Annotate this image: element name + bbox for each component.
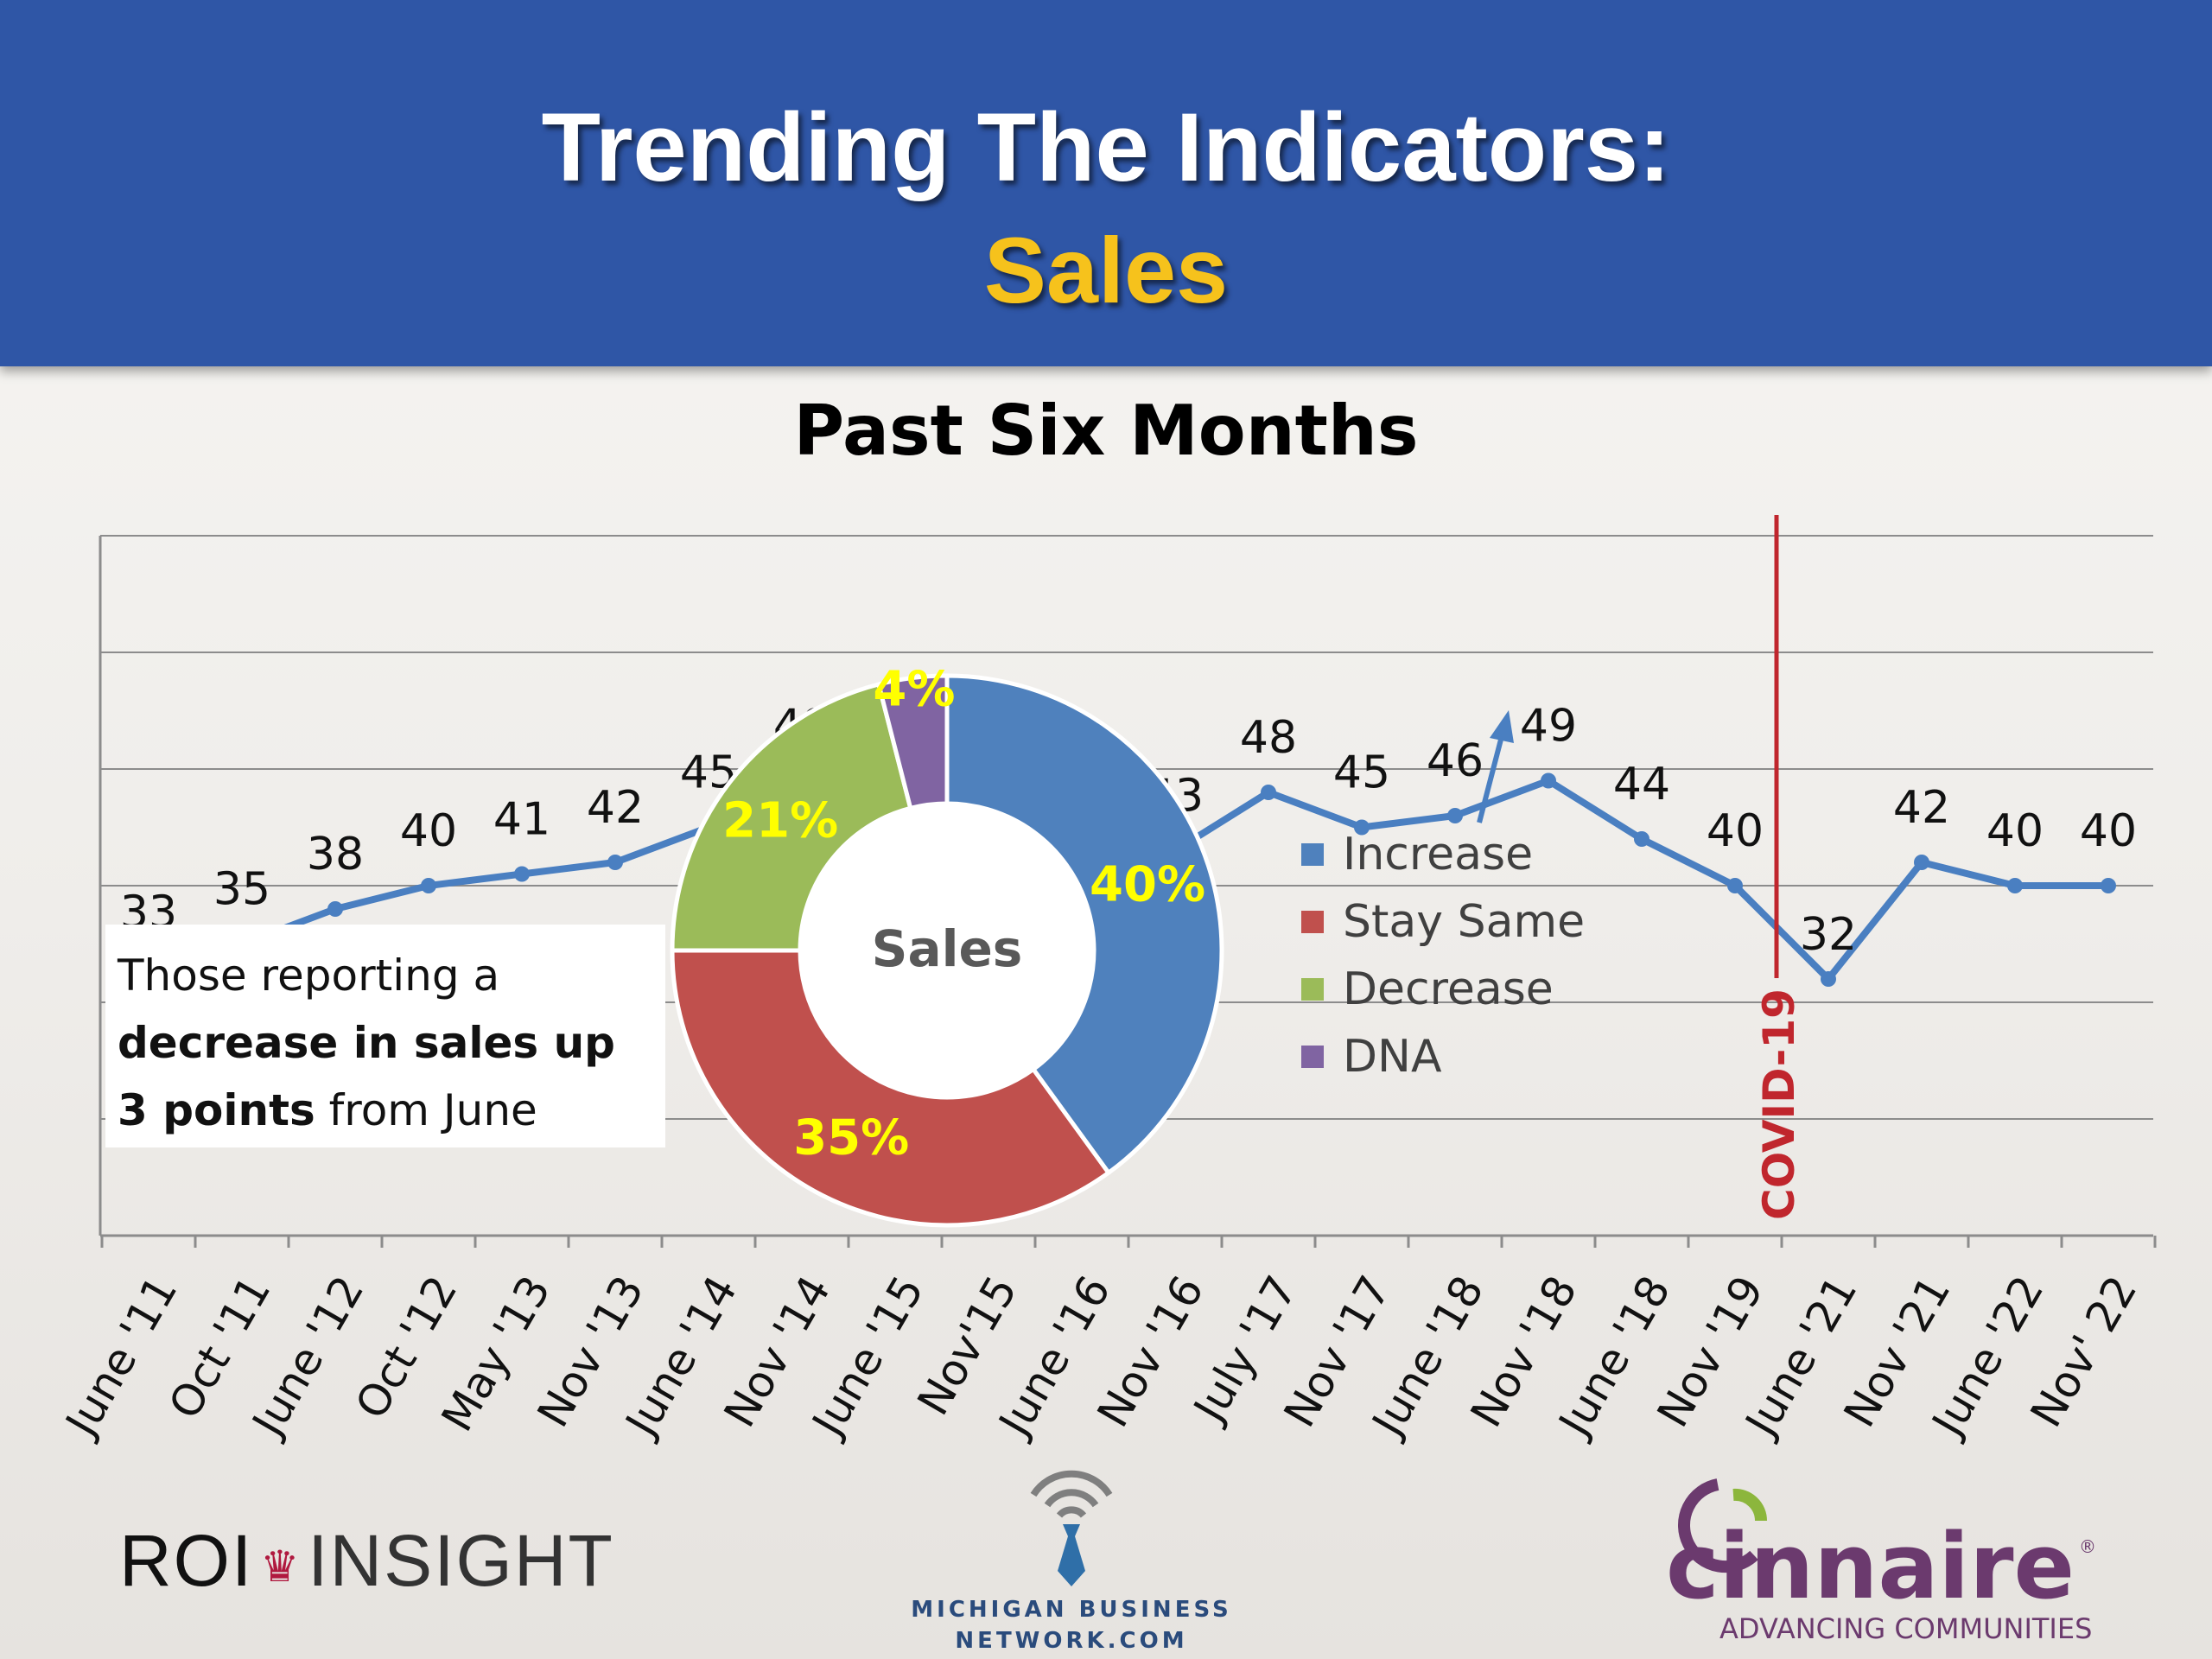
legend-item-increase: Increase xyxy=(1301,821,1585,888)
legend-swatch-decrease xyxy=(1301,978,1324,1001)
note-bold: decrease in sales up 3 points xyxy=(118,1018,615,1135)
data-point xyxy=(1447,808,1463,823)
legend-swatch-dna xyxy=(1301,1046,1324,1068)
mbn-logo-line2: NETWORK.COM xyxy=(955,1628,1188,1654)
legend-label-dna: DNA xyxy=(1343,1031,1442,1083)
chart-title: Past Six Months xyxy=(793,391,1419,471)
data-point xyxy=(1821,971,1836,987)
insight-logo-text: INSIGHT xyxy=(308,1520,614,1601)
cinnaire-registered-mark: ® xyxy=(2079,1536,2096,1557)
annotation-note: Those reporting a decrease in sales up 3… xyxy=(105,925,665,1147)
data-point xyxy=(1727,878,1743,893)
data-point xyxy=(2007,878,2023,893)
legend-label-decrease: Decrease xyxy=(1343,963,1554,1015)
roi-insight-logo: ROI ♛INSIGHT xyxy=(119,1519,614,1603)
data-label: 40 xyxy=(1986,805,2044,857)
cinnaire-swirl-icon xyxy=(1678,1478,1768,1573)
data-label: 35 xyxy=(213,864,270,916)
data-point xyxy=(1634,831,1649,847)
data-label: 40 xyxy=(2080,805,2137,857)
donut-center-label: Sales xyxy=(872,919,1023,978)
donut-hole xyxy=(802,805,1092,1096)
donut-slice-decrease xyxy=(670,681,913,953)
data-point xyxy=(1914,855,1929,870)
pie-legend: Increase Stay Same Decrease DNA xyxy=(1301,821,1585,1090)
donut-slice-label: 40% xyxy=(1090,857,1205,913)
data-point xyxy=(2101,878,2116,893)
donut-slice-stay-same xyxy=(670,948,1112,1228)
note-rest: from June xyxy=(315,1085,537,1135)
donut-slice-label: 4% xyxy=(873,661,955,717)
data-label: 40 xyxy=(1707,805,1764,857)
legend-item-dna: DNA xyxy=(1301,1023,1585,1090)
note-line1: Those reporting a xyxy=(118,950,500,1001)
callout-arrowhead xyxy=(1490,710,1514,743)
data-point xyxy=(607,855,623,870)
data-label: 32 xyxy=(1800,909,1857,961)
data-label: 46 xyxy=(1427,735,1484,787)
data-point xyxy=(1354,819,1370,836)
data-point xyxy=(1541,772,1556,789)
covid-marker-label: COVID-19 xyxy=(1754,988,1804,1220)
donut-slice-dna xyxy=(875,673,950,811)
data-point xyxy=(1261,785,1276,800)
data-point xyxy=(514,866,530,882)
data-point xyxy=(327,901,343,917)
broadcast-tie-icon xyxy=(1030,1470,1113,1586)
data-label: 44 xyxy=(1613,759,1670,810)
slide-subtitle: Sales xyxy=(983,218,1229,322)
roi-logo-text: ROI xyxy=(119,1520,254,1601)
title-banner: Trending The Indicators: Sales xyxy=(0,0,2212,366)
data-label: 49 xyxy=(1520,701,1577,753)
legend-swatch-increase xyxy=(1301,843,1324,866)
legend-label-increase: Increase xyxy=(1343,829,1534,880)
cinnaire-tagline: ADVANCING COMMUNITIES xyxy=(1719,1612,2093,1645)
data-label: 45 xyxy=(1333,747,1390,799)
legend-label-stay-same: Stay Same xyxy=(1343,896,1586,948)
donut-slice-label: 35% xyxy=(793,1109,909,1166)
legend-swatch-stay-same xyxy=(1301,911,1324,933)
data-label: 42 xyxy=(587,782,644,834)
crown-icon: ♛ xyxy=(260,1541,302,1591)
data-label: 40 xyxy=(400,805,457,857)
cinnaire-logo-text: cinnaire xyxy=(1666,1514,2075,1619)
legend-item-decrease: Decrease xyxy=(1301,956,1585,1023)
callout-arrow-line xyxy=(1477,735,1504,823)
data-label: 42 xyxy=(1893,782,1950,834)
data-label: 38 xyxy=(307,829,364,880)
data-point xyxy=(421,878,436,893)
mbn-logo-line1: MICHIGAN BUSINESS xyxy=(911,1597,1232,1623)
data-label: 41 xyxy=(493,794,550,846)
donut-slice-label: 21% xyxy=(722,792,838,849)
x-tick-label: June '11 xyxy=(55,1268,188,1446)
data-label: 48 xyxy=(1240,712,1297,764)
legend-item-stay-same: Stay Same xyxy=(1301,888,1585,956)
slide-title: Trending The Indicators: xyxy=(541,93,1671,201)
donut-slice-increase xyxy=(944,673,1224,1176)
